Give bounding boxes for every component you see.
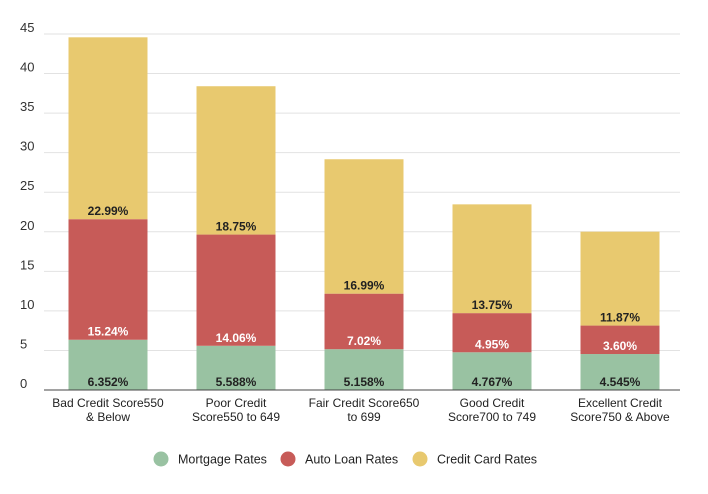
legend-swatch — [280, 451, 296, 467]
data-label: 18.75% — [216, 220, 257, 234]
bar-segment-credit-card-rates — [324, 159, 404, 294]
bars — [68, 37, 660, 390]
bar-segment-auto-loan-rates — [452, 313, 532, 353]
y-tick-label: 35 — [20, 99, 34, 114]
x-tick-label: Score750 & Above — [570, 410, 670, 424]
bar-segment-credit-card-rates — [580, 231, 660, 326]
data-label: 7.02% — [347, 334, 381, 348]
bar-segment-mortgage-rates — [68, 339, 148, 390]
bar-segment-credit-card-rates — [452, 204, 532, 314]
bar-segment-mortgage-rates — [580, 354, 660, 390]
y-tick-label: 5 — [20, 336, 27, 351]
bar-segment-auto-loan-rates — [324, 293, 404, 350]
x-tick-label: Score700 to 749 — [448, 410, 536, 424]
y-tick-label: 45 — [20, 20, 34, 35]
x-tick-label: to 699 — [347, 410, 381, 424]
data-label: 4.95% — [475, 337, 509, 351]
data-label: 11.87% — [600, 311, 640, 325]
bar-segment-auto-loan-rates — [196, 234, 276, 346]
data-label: 5.588% — [216, 375, 257, 389]
bar-segment-mortgage-rates — [196, 345, 276, 390]
legend-label: Mortgage Rates — [178, 453, 267, 467]
data-labels: 6.352% 15.24% 22.99% 5.588% 14.06% 18.75% 5.15… — [88, 204, 641, 389]
y-tick-label: 40 — [20, 60, 34, 75]
y-tick-label: 25 — [20, 178, 34, 193]
data-label: 16.99% — [344, 279, 385, 293]
x-tick-label: Excellent Credit — [578, 396, 663, 410]
x-tick-label: & Below — [86, 410, 130, 424]
x-tick-label: Score550 to 649 — [192, 410, 280, 424]
data-label: 13.75% — [472, 298, 513, 312]
data-label: 6.352% — [88, 375, 129, 389]
bar-segment-mortgage-rates — [324, 349, 404, 390]
data-label: 14.06% — [216, 331, 257, 345]
axes: 0 5 10 15 20 25 30 35 40 45 Bad Credit Score550& B… — [20, 20, 680, 424]
legend: Mortgage Rates Auto Loan Rates Credit Card… — [153, 451, 537, 467]
bar-segment-credit-card-rates — [68, 37, 148, 220]
x-tick-label: Poor Credit — [206, 396, 267, 410]
bar-segment-auto-loan-rates — [68, 219, 148, 340]
data-label: 4.767% — [472, 375, 513, 389]
legend-label: Auto Loan Rates — [305, 453, 398, 467]
x-tick-label: Good Credit — [460, 396, 525, 410]
legend-label: Credit Card Rates — [437, 453, 537, 467]
data-label: 15.24% — [88, 325, 129, 339]
legend-swatch — [153, 451, 169, 467]
data-label: 3.60% — [603, 339, 637, 353]
y-tick-label: 15 — [20, 257, 34, 272]
legend-swatch — [412, 451, 428, 467]
data-label: 5.158% — [344, 375, 385, 389]
bar-segment-mortgage-rates — [452, 352, 532, 390]
data-label: 4.545% — [600, 375, 641, 389]
bar-segment-credit-card-rates — [196, 86, 276, 235]
y-tick-label: 0 — [20, 376, 27, 391]
data-label: 22.99% — [88, 204, 129, 218]
y-tick-label: 20 — [20, 218, 34, 233]
bar-segment-auto-loan-rates — [580, 325, 660, 355]
x-tick-label: Bad Credit Score550 — [52, 396, 164, 410]
y-tick-label: 10 — [20, 297, 34, 312]
x-tick-label: Fair Credit Score650 — [309, 396, 420, 410]
y-tick-label: 30 — [20, 139, 34, 154]
